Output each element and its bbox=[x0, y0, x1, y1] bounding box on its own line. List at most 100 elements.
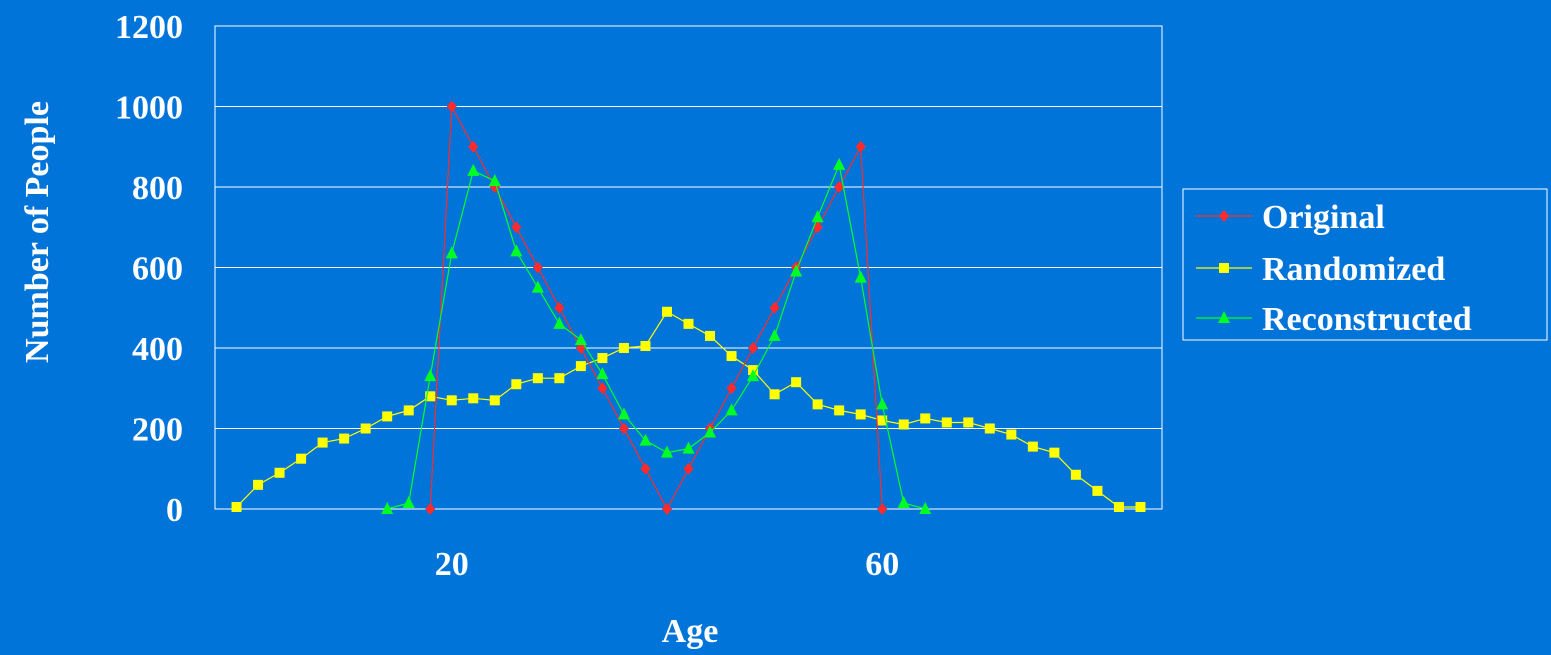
data-point bbox=[296, 453, 307, 464]
legend-swatch-marker bbox=[1219, 210, 1229, 222]
data-point bbox=[381, 502, 394, 514]
data-point bbox=[897, 495, 910, 508]
legend-label: Original bbox=[1262, 199, 1385, 236]
data-point bbox=[532, 261, 543, 274]
data-point bbox=[575, 361, 586, 372]
y-axis-ticks: 0 200 400 600 800 1000 1200 bbox=[115, 9, 183, 529]
data-point bbox=[1092, 485, 1103, 496]
data-point bbox=[1027, 441, 1038, 452]
data-point bbox=[834, 181, 845, 193]
data-point bbox=[640, 462, 651, 475]
data-point bbox=[467, 163, 480, 176]
data-point bbox=[920, 413, 931, 424]
data-point bbox=[984, 423, 995, 434]
data-point bbox=[705, 330, 716, 341]
data-point bbox=[661, 306, 672, 317]
data-point bbox=[617, 407, 630, 420]
series-line bbox=[387, 162, 926, 510]
data-point bbox=[425, 391, 436, 402]
data-point bbox=[877, 415, 888, 426]
data-point bbox=[704, 425, 717, 438]
data-point bbox=[748, 342, 759, 354]
data-point bbox=[574, 332, 587, 345]
data-point bbox=[446, 100, 457, 113]
legend-item-original: Original bbox=[1196, 199, 1385, 236]
data-point bbox=[683, 462, 694, 475]
y-tick-label: 600 bbox=[132, 251, 183, 288]
data-point bbox=[855, 409, 866, 420]
data-point bbox=[790, 264, 803, 277]
x-tick-label: 20 bbox=[435, 546, 469, 583]
y-axis-title: Number of People bbox=[19, 101, 56, 363]
data-point bbox=[811, 210, 824, 223]
data-point bbox=[511, 379, 522, 390]
data-point bbox=[639, 433, 652, 446]
legend-swatch-marker bbox=[1218, 311, 1230, 323]
legend-item-reconstructed: Reconstructed bbox=[1196, 301, 1472, 338]
data-point bbox=[941, 417, 952, 428]
series-line bbox=[236, 310, 1141, 508]
data-point bbox=[747, 369, 760, 382]
legend-label: Reconstructed bbox=[1262, 301, 1472, 338]
data-point bbox=[660, 445, 673, 458]
data-point bbox=[640, 340, 651, 351]
plot-area-frame bbox=[214, 25, 1163, 510]
data-point bbox=[768, 328, 781, 341]
data-point bbox=[360, 423, 371, 434]
data-point bbox=[833, 157, 846, 170]
series-layer bbox=[231, 100, 1146, 515]
data-point bbox=[554, 373, 565, 384]
data-point bbox=[855, 140, 866, 153]
data-point bbox=[424, 369, 437, 382]
data-point bbox=[489, 395, 500, 406]
legend: Original Randomized Reconstructed bbox=[1182, 188, 1548, 341]
data-point bbox=[403, 405, 414, 416]
data-point bbox=[1070, 469, 1081, 480]
data-point bbox=[963, 417, 974, 428]
data-point bbox=[231, 501, 242, 512]
y-tick-label: 1000 bbox=[115, 90, 183, 127]
data-point bbox=[382, 411, 393, 422]
data-point bbox=[1049, 447, 1060, 458]
data-point bbox=[769, 389, 780, 400]
data-point bbox=[618, 343, 629, 353]
legend-label: Randomized bbox=[1262, 251, 1445, 288]
data-point bbox=[597, 382, 608, 395]
data-point bbox=[1113, 501, 1124, 512]
data-point bbox=[618, 422, 629, 435]
data-point bbox=[468, 140, 479, 153]
x-axis-title: Age bbox=[662, 613, 719, 650]
data-point bbox=[274, 467, 285, 478]
y-tick-label: 200 bbox=[132, 412, 183, 449]
legend-item-randomized: Randomized bbox=[1196, 251, 1445, 288]
data-point bbox=[596, 367, 609, 380]
legend-box bbox=[1182, 188, 1548, 341]
data-point bbox=[1006, 429, 1017, 440]
data-point bbox=[812, 399, 823, 410]
grid-lines bbox=[215, 106, 1162, 429]
data-point bbox=[510, 244, 523, 257]
data-point bbox=[339, 433, 350, 444]
data-point bbox=[726, 351, 737, 362]
x-axis-ticks: 20 60 bbox=[435, 546, 899, 583]
data-point bbox=[769, 301, 780, 314]
data-point bbox=[726, 382, 737, 395]
data-point bbox=[531, 280, 544, 293]
data-point bbox=[898, 419, 909, 430]
data-point bbox=[253, 479, 264, 490]
legend-items: Original Randomized Reconstructed bbox=[1196, 199, 1472, 338]
data-point bbox=[402, 495, 415, 508]
y-tick-label: 800 bbox=[132, 170, 183, 207]
data-point bbox=[854, 270, 867, 283]
data-point bbox=[317, 437, 328, 448]
data-point bbox=[446, 395, 457, 406]
data-point bbox=[511, 221, 522, 234]
data-point bbox=[791, 377, 802, 388]
data-point bbox=[876, 397, 889, 410]
data-point bbox=[445, 246, 458, 259]
data-point bbox=[877, 503, 888, 515]
data-point bbox=[682, 441, 695, 454]
data-point bbox=[725, 403, 738, 416]
y-tick-label: 1200 bbox=[115, 9, 183, 46]
